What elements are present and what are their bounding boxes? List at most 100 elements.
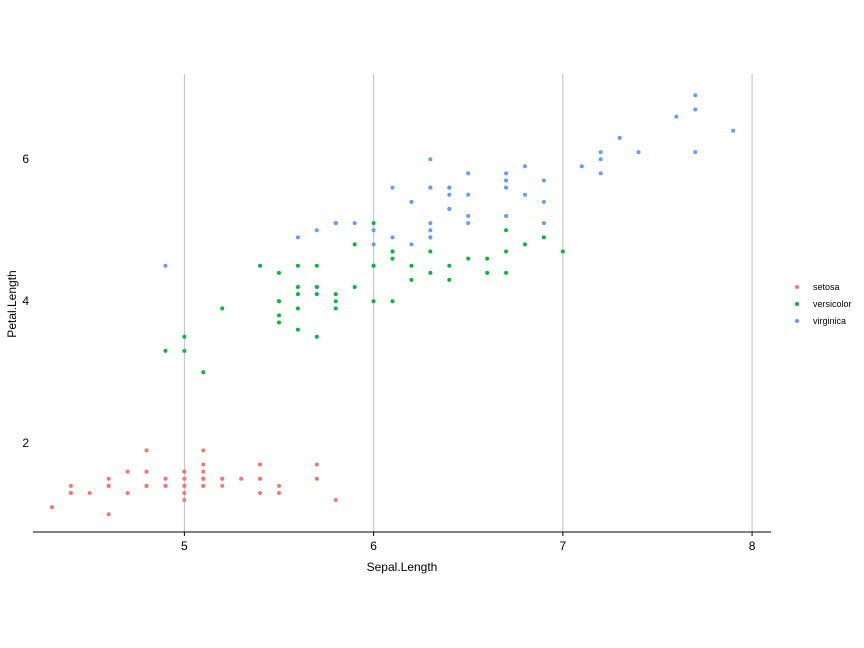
data-point-versicolor bbox=[277, 299, 281, 304]
legend-key-virginica bbox=[795, 319, 799, 323]
data-points bbox=[49, 93, 736, 517]
data-point-versicolor bbox=[314, 285, 319, 290]
data-point-setosa bbox=[220, 483, 225, 488]
legend-label-virginica: virginica bbox=[813, 316, 846, 326]
data-point-virginica bbox=[447, 206, 452, 211]
x-axis-label: Sepal.Length bbox=[367, 560, 438, 574]
data-point-versicolor bbox=[390, 249, 395, 254]
data-point-versicolor bbox=[352, 285, 357, 290]
data-point-setosa bbox=[163, 476, 168, 481]
data-point-setosa bbox=[201, 462, 206, 467]
data-point-virginica bbox=[504, 185, 509, 190]
data-point-virginica bbox=[428, 235, 433, 240]
data-point-setosa bbox=[220, 476, 225, 481]
data-point-setosa bbox=[277, 490, 281, 495]
data-point-virginica bbox=[617, 135, 622, 140]
data-point-setosa bbox=[182, 483, 187, 488]
data-point-setosa bbox=[49, 505, 54, 510]
data-point-virginica bbox=[466, 221, 471, 226]
data-point-virginica bbox=[466, 171, 471, 176]
data-point-setosa bbox=[125, 490, 130, 495]
data-point-virginica bbox=[504, 171, 509, 176]
data-point-virginica bbox=[466, 192, 471, 197]
data-point-versicolor bbox=[523, 242, 527, 247]
data-point-virginica bbox=[598, 171, 603, 176]
data-point-virginica bbox=[390, 235, 395, 240]
data-point-versicolor bbox=[295, 327, 300, 332]
x-tick-label: 5 bbox=[181, 539, 188, 553]
data-point-versicolor bbox=[333, 306, 338, 311]
data-point-setosa bbox=[182, 490, 187, 495]
data-point-versicolor bbox=[333, 299, 338, 304]
data-point-versicolor bbox=[333, 292, 338, 297]
data-point-versicolor bbox=[371, 263, 376, 268]
data-point-versicolor bbox=[390, 256, 395, 261]
data-point-setosa bbox=[201, 476, 206, 481]
data-point-setosa bbox=[333, 498, 338, 503]
data-point-setosa bbox=[125, 469, 130, 474]
data-point-virginica bbox=[371, 228, 376, 233]
data-point-setosa bbox=[258, 476, 263, 481]
y-tick-label: 4 bbox=[22, 294, 29, 308]
data-point-setosa bbox=[239, 476, 244, 481]
data-point-versicolor bbox=[428, 270, 433, 275]
data-point-virginica bbox=[428, 185, 433, 190]
data-point-setosa bbox=[201, 483, 206, 488]
y-tick-label: 2 bbox=[22, 436, 29, 450]
data-point-virginica bbox=[333, 221, 338, 226]
legend: setosa versicolor virginica bbox=[795, 282, 852, 326]
x-tick-label: 6 bbox=[370, 539, 377, 553]
data-point-virginica bbox=[428, 228, 433, 233]
data-point-virginica bbox=[163, 263, 168, 268]
x-tick-labels: 5 6 7 8 bbox=[181, 532, 756, 553]
data-point-versicolor bbox=[201, 370, 206, 375]
data-point-versicolor bbox=[504, 228, 509, 233]
data-point-setosa bbox=[201, 448, 206, 453]
data-point-virginica bbox=[579, 164, 584, 169]
data-point-virginica bbox=[409, 199, 414, 204]
data-point-setosa bbox=[144, 469, 149, 474]
data-point-virginica bbox=[598, 150, 603, 155]
data-point-setosa bbox=[68, 483, 73, 488]
data-point-virginica bbox=[447, 185, 452, 190]
data-point-versicolor bbox=[314, 334, 319, 339]
data-point-versicolor bbox=[466, 256, 471, 261]
data-point-versicolor bbox=[220, 306, 225, 311]
y-tick-label: 6 bbox=[22, 152, 29, 166]
data-point-setosa bbox=[106, 476, 111, 481]
data-point-versicolor bbox=[541, 235, 546, 240]
data-point-virginica bbox=[693, 150, 698, 155]
x-tick-label: 7 bbox=[560, 539, 567, 553]
data-point-virginica bbox=[636, 150, 641, 155]
data-point-setosa bbox=[201, 469, 206, 474]
data-point-versicolor bbox=[277, 313, 281, 318]
data-point-versicolor bbox=[560, 249, 565, 254]
data-point-versicolor bbox=[409, 263, 414, 268]
data-point-setosa bbox=[182, 476, 187, 481]
data-point-setosa bbox=[87, 490, 92, 495]
data-point-virginica bbox=[598, 157, 603, 162]
data-point-versicolor bbox=[182, 348, 187, 353]
legend-label-versicolor: versicolor bbox=[813, 299, 852, 309]
legend-key-versicolor bbox=[795, 302, 799, 306]
data-point-setosa bbox=[144, 448, 149, 453]
data-point-virginica bbox=[428, 221, 433, 226]
data-point-virginica bbox=[541, 178, 546, 183]
legend-label-setosa: setosa bbox=[813, 282, 840, 292]
data-point-versicolor bbox=[390, 299, 395, 304]
data-point-setosa bbox=[258, 462, 263, 467]
data-point-versicolor bbox=[258, 263, 263, 268]
data-point-setosa bbox=[106, 483, 111, 488]
y-tick-labels: 2 4 6 bbox=[22, 152, 29, 450]
data-point-setosa bbox=[314, 476, 319, 481]
data-point-versicolor bbox=[352, 242, 357, 247]
data-point-versicolor bbox=[277, 320, 281, 325]
data-point-versicolor bbox=[182, 334, 187, 339]
data-point-virginica bbox=[504, 214, 509, 219]
data-point-virginica bbox=[371, 242, 376, 247]
data-point-virginica bbox=[693, 93, 698, 98]
data-point-setosa bbox=[314, 462, 319, 467]
data-point-virginica bbox=[523, 192, 527, 197]
data-point-setosa bbox=[144, 483, 149, 488]
